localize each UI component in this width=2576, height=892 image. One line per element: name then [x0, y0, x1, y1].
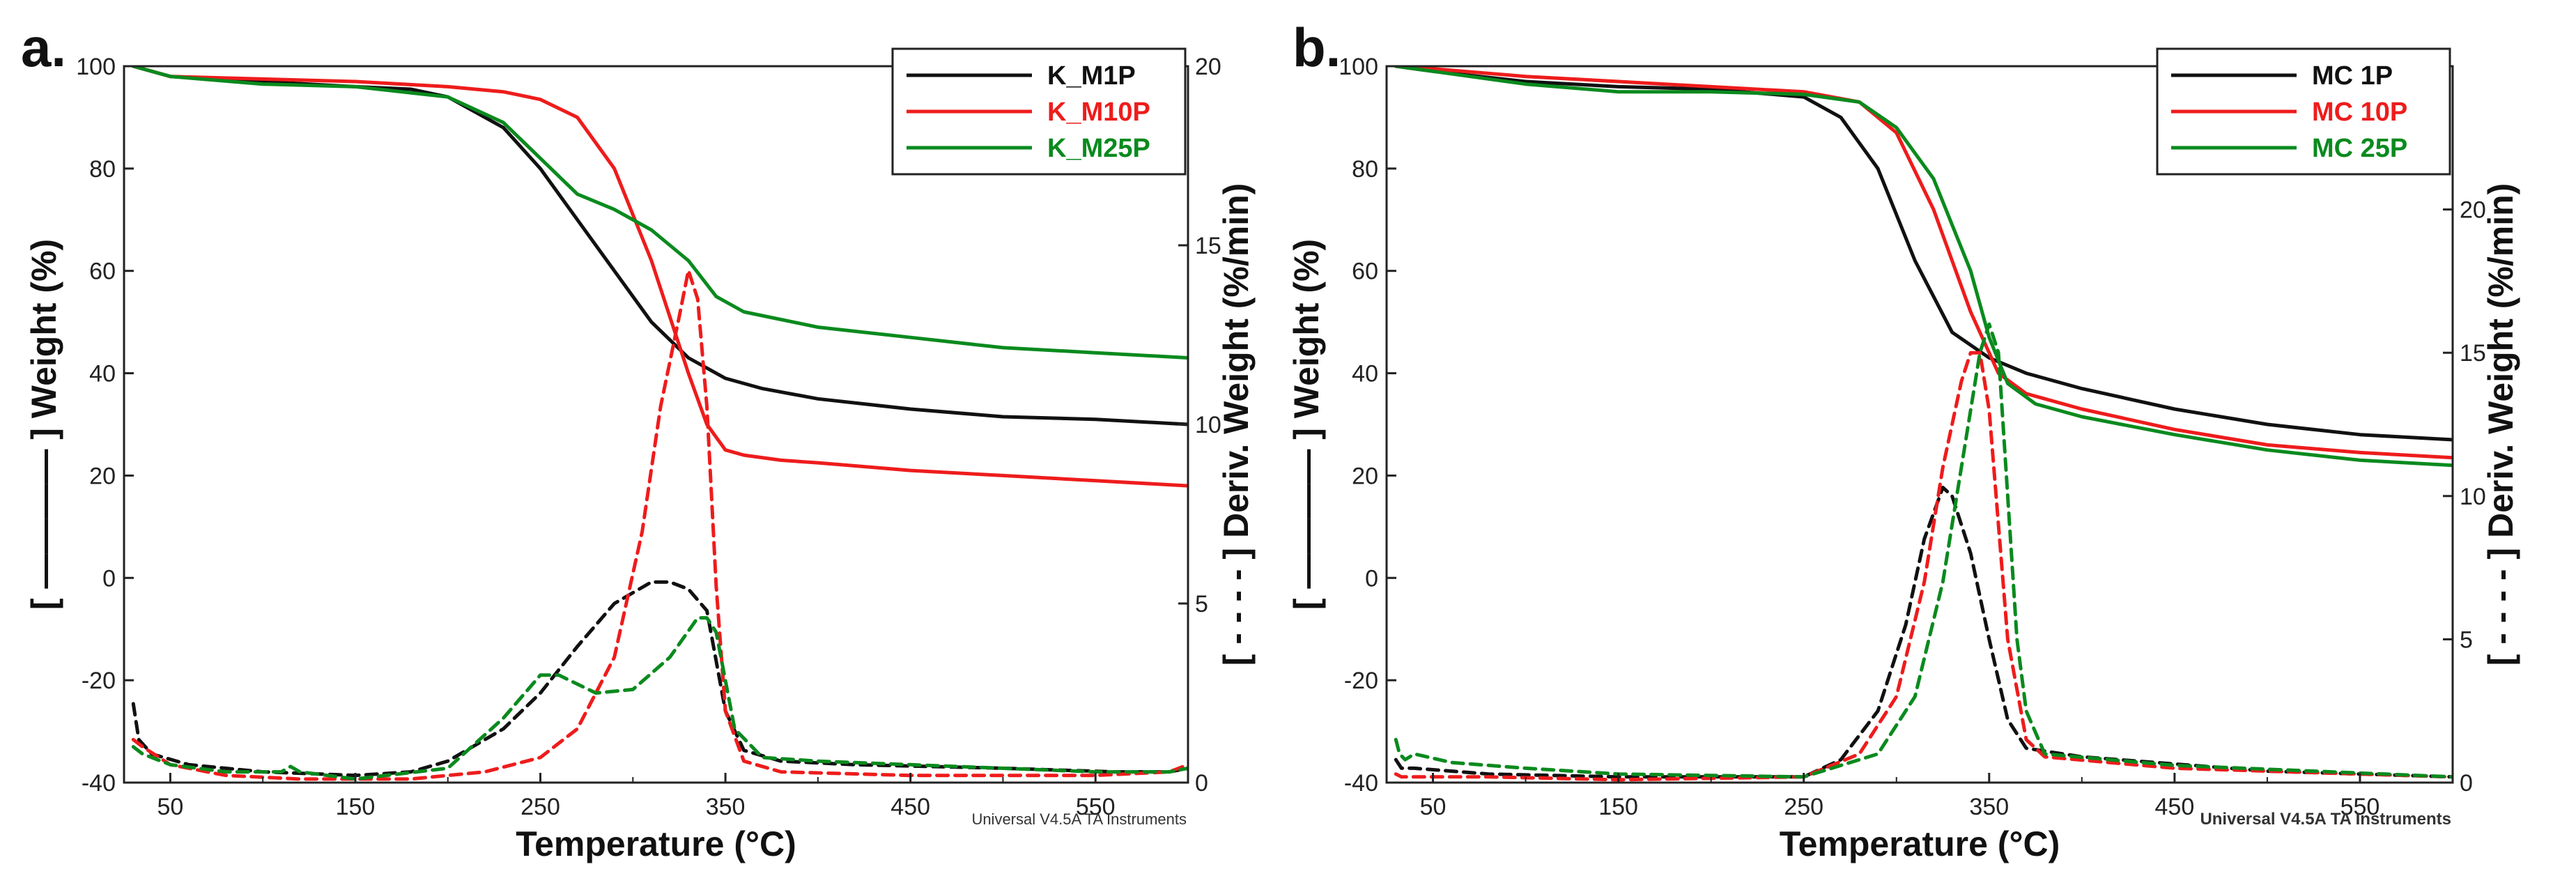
- y-right-tick-label: 0: [1195, 770, 1208, 797]
- y-left-tick-label: 0: [102, 565, 116, 592]
- instrument-credit: Universal V4.5A TA Instruments: [2200, 810, 2451, 829]
- y-left-tick-label: 0: [1365, 565, 1378, 592]
- y-right-tick-label: 0: [2460, 770, 2473, 797]
- y-right-tick-label: 15: [1195, 233, 1221, 259]
- x-tick-label: 150: [336, 794, 376, 820]
- panel-a: a. 50 150 250 350 450 550 -40 -20 0 20 40 60 80 100 0 5 1…: [21, 17, 1256, 863]
- plot-area: [131, 66, 1188, 781]
- legend-label: K_M1P: [1047, 61, 1136, 91]
- instrument-credit: Universal V4.5A TA Instruments: [971, 810, 1187, 828]
- y-left-tick-label: -20: [82, 668, 116, 694]
- y-left-tick-label: 20: [89, 463, 116, 489]
- y-left-tick-label: 20: [1352, 463, 1378, 489]
- legend: K_M1P K_M10P K_M25P: [891, 47, 1187, 176]
- y-left-tick-label: -40: [82, 770, 116, 797]
- legend: MC 1P MC 10P MC 25P: [2156, 47, 2451, 176]
- x-tick-label: 350: [1969, 794, 2009, 820]
- y-right-tick-label: 5: [2460, 626, 2473, 653]
- y-left-tick-label: 60: [89, 259, 116, 285]
- x-tick-label: 550: [2340, 794, 2380, 820]
- y-right-tick-label: 5: [1195, 591, 1208, 617]
- legend-label: MC 25P: [2312, 134, 2407, 163]
- x-tick-label: 250: [520, 794, 560, 820]
- legend-label: K_M10P: [1047, 98, 1150, 127]
- y-left-axis-label: [ ———— ] Weight (%): [1287, 239, 1326, 610]
- y-left-tick-label: 40: [89, 361, 116, 387]
- series-line-k_m10p: [131, 66, 1188, 488]
- plot-area: [1394, 66, 2453, 782]
- y-left-axis-label: [ ———— ] Weight (%): [24, 239, 63, 610]
- y-left-tick-label: 100: [1339, 54, 1378, 80]
- series-line-k_m25p: [131, 66, 1188, 360]
- plot-frame: [1385, 65, 2454, 784]
- y-right-tick-label: 20: [1195, 54, 1221, 80]
- y-right-tick-label: 15: [2460, 340, 2486, 367]
- y-left-tick-label: 80: [89, 156, 116, 183]
- panel-b: b. 50 150 250 350 450 550 -40 -20 0 20 40 60 80 100 0 5 1…: [1287, 17, 2520, 863]
- series-line-k_m25p-deriv: [131, 616, 1188, 781]
- panel-label: b.: [1293, 17, 1341, 78]
- y-left-tick-label: -20: [1344, 668, 1378, 694]
- x-axis-label: Temperature (°C): [1780, 824, 2060, 863]
- x-tick-label: 450: [2155, 794, 2195, 820]
- x-tick-label: 350: [706, 794, 746, 820]
- series-line-mc-25p: [1394, 66, 2453, 468]
- y-left-tick-label: 80: [1352, 156, 1378, 183]
- legend-label: K_M25P: [1047, 134, 1150, 163]
- y-left-tick-label: 100: [76, 54, 116, 80]
- legend-label: MC 10P: [2312, 98, 2407, 127]
- x-tick-label: 50: [1420, 794, 1447, 820]
- series-line-mc-10p-deriv: [1394, 351, 2453, 782]
- x-axis-label: Temperature (°C): [516, 824, 796, 863]
- panel-label: a.: [21, 17, 66, 78]
- series-line-mc-1p: [1394, 66, 2453, 442]
- series-line-k_m10p-deriv: [131, 268, 1188, 781]
- y-right-tick-label: 10: [1195, 412, 1221, 438]
- y-left-tick-label: 60: [1352, 259, 1378, 285]
- x-tick-label: 450: [890, 794, 930, 820]
- legend-box: [891, 47, 1187, 176]
- y-right-tick-label: 20: [2460, 197, 2486, 224]
- series-line-mc-25p-deriv: [1394, 322, 2453, 779]
- series-line-k_m1p-deriv: [131, 580, 1188, 778]
- x-tick-label: 250: [1784, 794, 1823, 820]
- y-right-axis-label: [ - - - - ] Deriv. Weight (%/min): [1217, 183, 1256, 666]
- x-tick-label: 50: [157, 794, 183, 820]
- series-line-mc-10p: [1394, 66, 2453, 460]
- y-left-tick-label: -40: [1344, 770, 1378, 797]
- x-tick-label: 150: [1598, 794, 1638, 820]
- x-tick-label: 550: [1076, 794, 1116, 820]
- series-line-mc-1p-deriv: [1394, 486, 2453, 779]
- legend-label: MC 1P: [2312, 61, 2393, 91]
- y-right-tick-label: 10: [2460, 484, 2486, 510]
- y-left-tick-label: 40: [1352, 361, 1378, 387]
- y-right-axis-label: [ - - - - ] Deriv. Weight (%/min): [2481, 183, 2520, 666]
